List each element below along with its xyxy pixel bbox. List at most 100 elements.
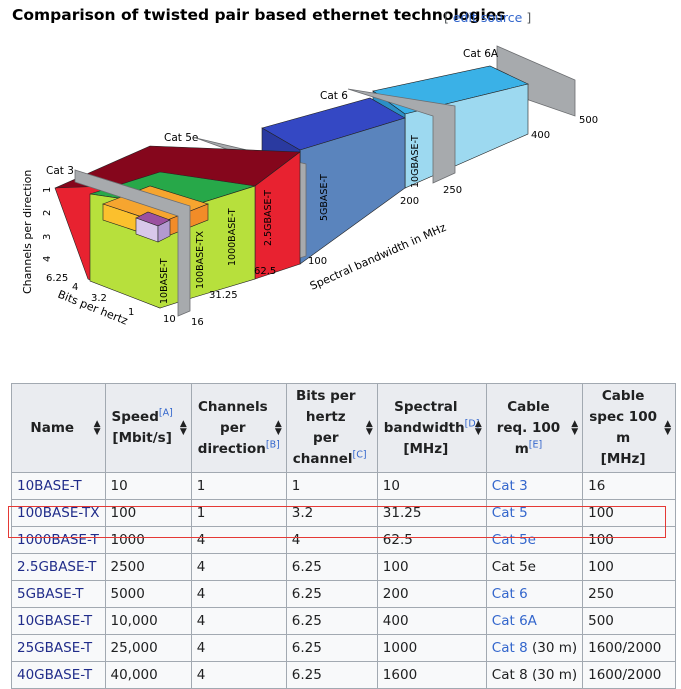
cable-label: Cat 5e xyxy=(164,132,198,144)
cell-bits: 6.25 xyxy=(285,607,378,635)
cell-name: 10BASE-T xyxy=(11,472,106,500)
sort-icon[interactable]: ▲ ▼ xyxy=(571,419,579,437)
cell-cable-req: Cat 5 xyxy=(485,499,584,527)
column-header-cable-req[interactable]: Cable req. 100 m[E] ▲ ▼ xyxy=(485,383,584,473)
cell-channels: 1 xyxy=(190,499,287,527)
footnote-link[interactable]: [A] xyxy=(158,407,173,419)
cell-bits: 6.25 xyxy=(285,553,378,581)
column-header-speed[interactable]: Speed[A] [Mbit/s] ▲ ▼ xyxy=(104,383,192,473)
cell-bandwidth: 10 xyxy=(376,472,487,500)
axis-title-channels: Channels per direction xyxy=(21,170,34,294)
footnote-link[interactable]: [E] xyxy=(528,439,543,450)
cell-name: 40GBASE-T xyxy=(11,661,106,689)
section-heading: Comparison of twisted pair based etherne… xyxy=(12,6,506,24)
cable-link[interactable]: Cat 3 xyxy=(491,478,528,494)
cable-link[interactable]: Cat 5 xyxy=(491,505,528,521)
cell-bits: 6.25 xyxy=(285,661,378,689)
block-label: 1000BASE-T xyxy=(227,208,238,266)
cell-cable-req: Cat 5e xyxy=(485,526,584,554)
cable-label: Cat 6 xyxy=(320,90,348,102)
block-label: 5GBASE-T xyxy=(319,174,330,221)
cable-text: Cat 8 xyxy=(491,667,528,683)
cell-cable-spec: 16 xyxy=(582,472,677,500)
block-label: 100BASE-TX xyxy=(195,230,206,289)
cell-bandwidth: 200 xyxy=(376,580,487,608)
edit-source-link[interactable]: edit source xyxy=(452,10,523,25)
column-header-bandwidth[interactable]: Spectral bandwidth[D] [MHz] ▲ ▼ xyxy=(376,383,487,473)
table-row: 10GBASE-T 10,000 4 6.25 400 Cat 6A 500 xyxy=(11,607,677,635)
table-row: 40GBASE-T 40,000 4 6.25 1600 Cat 8 (30 m) 1600… xyxy=(11,661,677,689)
cable-board-cat3 xyxy=(74,169,191,317)
cable-link[interactable]: Cat 8 xyxy=(491,640,528,656)
cell-speed: 1000 xyxy=(104,526,192,554)
sort-icon[interactable]: ▲ ▼ xyxy=(664,419,672,437)
sort-icon[interactable]: ▲ ▼ xyxy=(274,419,282,437)
sort-icon[interactable]: ▲ ▼ xyxy=(474,419,482,437)
column-header-channels[interactable]: Channels per direction[B] ▲ ▼ xyxy=(190,383,287,473)
channel-tick: 1 xyxy=(42,187,53,193)
standard-link[interactable]: 10BASE-T xyxy=(17,478,82,494)
table-row: 1000BASE-T 1000 4 4 62.5 Cat 5e 100 xyxy=(11,526,677,554)
cable-link[interactable]: Cat 6A xyxy=(491,613,537,629)
block-label: 2.5GBASE-T xyxy=(263,190,274,246)
bandwidth-tick: 10 xyxy=(163,314,176,325)
column-header-bits[interactable]: Bits per hertz per channel[C] ▲ ▼ xyxy=(285,383,378,473)
cell-bits: 1 xyxy=(285,472,378,500)
footnote-link[interactable]: [D] xyxy=(464,418,480,429)
cell-cable-spec: 100 xyxy=(582,526,677,554)
standard-link[interactable]: 5GBASE-T xyxy=(17,586,84,602)
sort-icon[interactable]: ▲ ▼ xyxy=(365,419,373,437)
cell-name: 25GBASE-T xyxy=(11,634,106,662)
bandwidth-tick: 62.5 xyxy=(254,266,276,277)
cable-label: Cat 6A xyxy=(463,48,499,60)
bandwidth-tick: 500 xyxy=(579,115,598,126)
cell-cable-req: Cat 6A xyxy=(485,607,584,635)
cell-cable-req: Cat 5e xyxy=(485,553,584,581)
cable-link[interactable]: Cat 6 xyxy=(491,586,528,602)
cell-cable-req: Cat 6 xyxy=(485,580,584,608)
bits-tick: 6.25 xyxy=(46,273,68,284)
cell-speed: 10,000 xyxy=(104,607,192,635)
cell-cable-req: Cat 8 (30 m) xyxy=(485,661,584,689)
cable-link[interactable]: Cat 5e xyxy=(491,532,536,548)
cell-speed: 10 xyxy=(104,472,192,500)
cable-label: Cat 3 xyxy=(46,165,74,177)
column-header-cable-spec[interactable]: Cable spec 100 m [MHz] ▲ ▼ xyxy=(582,383,677,473)
bits-tick: 4 xyxy=(72,282,78,293)
cable-note: (30 m) xyxy=(531,640,578,656)
standard-link[interactable]: 40GBASE-T xyxy=(17,667,93,683)
edit-section: [ edit source ] xyxy=(444,10,532,25)
footnote-link[interactable]: [C] xyxy=(352,449,367,461)
cell-channels: 4 xyxy=(190,526,287,554)
standard-link[interactable]: 10GBASE-T xyxy=(17,613,93,629)
cell-speed: 25,000 xyxy=(104,634,192,662)
table-row: 5GBASE-T 5000 4 6.25 200 Cat 6 250 xyxy=(11,580,677,608)
cell-cable-spec: 1600/2000 xyxy=(582,661,677,689)
channel-tick: 4 xyxy=(42,256,53,262)
cell-bandwidth: 62.5 xyxy=(376,526,487,554)
channel-tick: 3 xyxy=(42,234,53,240)
sort-icon[interactable]: ▲ ▼ xyxy=(179,419,187,437)
cell-cable-spec: 1600/2000 xyxy=(582,634,677,662)
standard-link[interactable]: 2.5GBASE-T xyxy=(17,559,97,575)
cell-channels: 4 xyxy=(190,634,287,662)
cable-text: Cat 5e xyxy=(491,559,536,575)
footnote-link[interactable]: [B] xyxy=(265,439,280,450)
bandwidth-tick: 400 xyxy=(531,130,550,141)
table-row: 100BASE-TX 100 1 3.2 31.25 Cat 5 100 xyxy=(11,499,677,527)
channel-tick: 2 xyxy=(42,210,53,216)
table-row: 10BASE-T 10 1 1 10 Cat 3 16 xyxy=(11,472,677,500)
table-row: 2.5GBASE-T 2500 4 6.25 100 Cat 5e 100 xyxy=(11,553,677,581)
block-label: 10GBASE-T xyxy=(410,135,421,188)
table-header-row: Name ▲ ▼ Speed[A] [Mbit/s] ▲ ▼ Channels per d… xyxy=(11,383,677,473)
cell-channels: 4 xyxy=(190,607,287,635)
block-10base-t xyxy=(135,211,171,243)
ethernet-comparison-diagram: 10BASE-T 100BASE-TX 1000BASE-T 2.5GBASE-… xyxy=(21,45,598,328)
column-header-name[interactable]: Name ▲ ▼ xyxy=(11,383,106,473)
standard-link[interactable]: 100BASE-TX xyxy=(17,505,100,521)
cell-speed: 2500 xyxy=(104,553,192,581)
standard-link[interactable]: 25GBASE-T xyxy=(17,640,93,656)
sort-icon[interactable]: ▲ ▼ xyxy=(93,419,101,437)
cell-bits: 6.25 xyxy=(285,580,378,608)
standard-link[interactable]: 1000BASE-T xyxy=(17,532,99,548)
